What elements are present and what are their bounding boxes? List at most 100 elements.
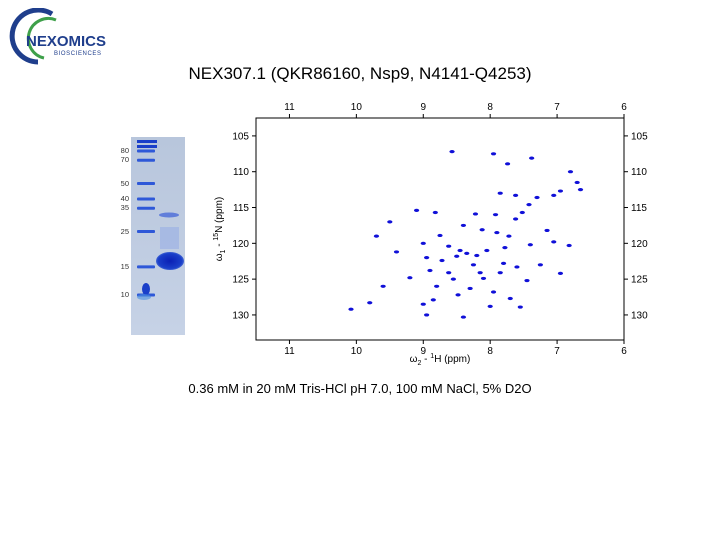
sample-main-band: [156, 252, 184, 270]
x-tick-label-bottom: 10: [351, 346, 363, 357]
nmr-peak: [567, 170, 574, 174]
gel-marker-label: 25: [120, 226, 129, 236]
nmr-peak: [460, 315, 467, 319]
logo-name: NEXOMICS: [26, 33, 106, 50]
nmr-peak: [504, 162, 511, 166]
nmr-peak: [544, 228, 550, 233]
nmr-peak: [407, 276, 413, 280]
nmr-peak: [367, 301, 373, 305]
nmr-peak: [454, 254, 460, 258]
page-title: NEX307.1 (QKR86160, Nsp9, N4141-Q4253): [188, 64, 532, 83]
x-tick-label-bottom: 11: [284, 346, 295, 357]
gel-marker-label: 10: [120, 290, 129, 299]
nmr-peak: [437, 233, 443, 238]
nmr-peak: [497, 271, 503, 275]
nmr-peak: [513, 193, 519, 197]
nmr-peak: [557, 271, 564, 275]
y-tick-label-right: 105: [631, 131, 648, 142]
nmr-peak: [477, 271, 483, 275]
nmr-peak: [524, 278, 530, 283]
x-tick-label-top: 11: [284, 102, 295, 113]
nmr-peak: [450, 277, 456, 281]
nmr-peak: [527, 243, 533, 247]
nmr-peak: [420, 241, 426, 245]
nmr-peak: [446, 244, 452, 248]
nmr-peak: [424, 256, 430, 260]
nmr-peak: [517, 305, 523, 309]
y-axis-label: ω1 - 15N (ppm): [213, 197, 227, 262]
nmr-peak: [467, 286, 473, 291]
nmr-peak: [537, 263, 543, 267]
x-tick-label-top: 6: [621, 102, 627, 113]
logo-ring-green: [26, 16, 57, 60]
y-tick-label-left: 105: [232, 131, 249, 142]
y-tick-label-left: 125: [232, 275, 249, 286]
x-tick-label-bottom: 6: [621, 346, 627, 357]
gel-marker-label: 70: [120, 155, 129, 165]
logo-sub: BIOSCIENCES: [54, 51, 102, 57]
nmr-peak: [490, 152, 497, 156]
nmr-peak: [577, 188, 584, 192]
x-tick-label-bottom: 7: [554, 346, 560, 357]
gel-marker-label: 80: [120, 146, 129, 155]
nmr-peak: [519, 210, 525, 215]
ladder-band: [137, 197, 155, 201]
gel-marker-label: 15: [120, 261, 129, 271]
nmr-peak: [487, 304, 493, 308]
y-tick-label-right: 110: [631, 167, 647, 178]
nmr-peak: [534, 195, 540, 200]
nmr-peak: [413, 208, 420, 212]
ladder-band: [137, 158, 155, 162]
y-tick-label-left: 110: [233, 167, 249, 178]
y-tick-label-left: 120: [232, 239, 249, 250]
gel-lanes: [131, 137, 185, 335]
nmr-peak: [387, 220, 393, 224]
ladder-lower-blob: [142, 283, 150, 295]
ladder-band: [137, 230, 155, 234]
nmr-peak: [460, 223, 467, 228]
nmr-peak: [526, 203, 532, 207]
nmr-peak: [470, 263, 477, 267]
nmr-peak: [497, 191, 503, 195]
sample-weak-band: [159, 212, 179, 218]
nexomics-logo: NEXOMICS BIOSCIENCES: [9, 8, 106, 65]
nmr-peak: [434, 284, 440, 288]
sds-page-gel: [131, 137, 185, 335]
y-tick-label-left: 130: [232, 310, 249, 321]
nmr-peak: [492, 213, 499, 217]
nmr-peak: [514, 265, 520, 269]
nmr-peak: [507, 296, 513, 301]
ladder-band: [137, 182, 155, 186]
nmr-peak: [513, 217, 519, 221]
nmr-peak: [551, 193, 557, 197]
nmr-peak: [348, 307, 354, 311]
nmr-peak: [557, 189, 564, 193]
x-tick-label-bottom: 8: [487, 346, 493, 357]
nmr-peak: [457, 248, 463, 253]
ladder-dye-front: [137, 294, 151, 300]
nmr-peak: [500, 261, 507, 265]
nmr-peak: [455, 293, 461, 297]
sample-smear: [160, 227, 179, 249]
gel-marker-label: 40: [120, 194, 129, 203]
nmr-peak: [506, 234, 512, 238]
y-tick-label-right: 130: [631, 310, 648, 321]
nmr-peak: [551, 240, 557, 244]
ladder-band: [137, 206, 155, 210]
x-tick-label-top: 8: [487, 102, 493, 113]
nmr-peak: [427, 268, 433, 273]
x-tick-label-top: 10: [351, 102, 363, 113]
y-tick-label-right: 115: [631, 203, 647, 214]
x-tick-label-bottom: 9: [420, 346, 426, 357]
nmr-peak: [480, 276, 487, 281]
plot-frame: [255, 117, 625, 341]
gel-marker-label: 35: [120, 203, 129, 213]
nmr-peak: [474, 253, 480, 258]
nmr-peak: [430, 298, 436, 302]
x-tick-label-top: 7: [554, 102, 560, 113]
nmr-peak: [432, 210, 438, 215]
nmr-peak: [464, 251, 470, 255]
nmr-peak: [502, 246, 508, 250]
nmr-peak: [380, 284, 386, 288]
